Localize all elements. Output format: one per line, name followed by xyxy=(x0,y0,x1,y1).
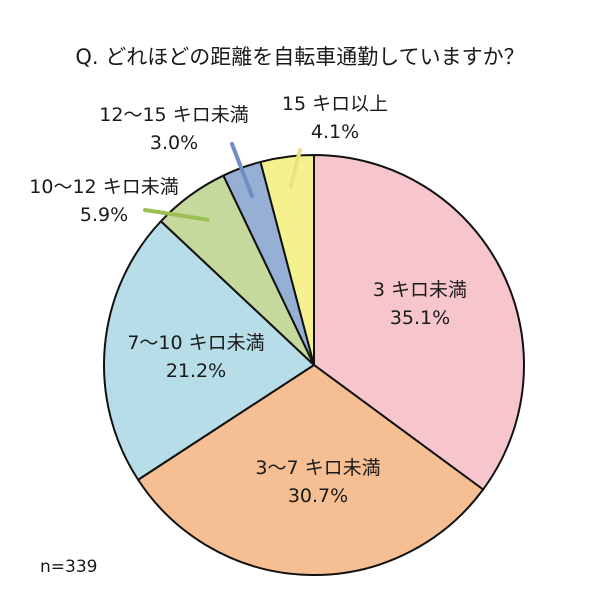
slice-category-label: 3〜7 キロ未満 xyxy=(255,457,380,479)
slice-value-label: 4.1% xyxy=(311,121,359,143)
slice-value-label: 3.0% xyxy=(150,132,198,154)
leader-lines xyxy=(143,142,302,222)
slice-value-label: 21.2% xyxy=(166,360,226,382)
slice-category-label: 12〜15 キロ未満 xyxy=(99,104,248,126)
leader-line xyxy=(230,142,254,198)
slice-labels: 3 キロ未満 35.1% 3〜7 キロ未満 30.7% 7〜10 キロ未満 21.2% 10… xyxy=(29,93,467,507)
chart-title: Q. どれほどの距離を自転車通勤していますか？ xyxy=(75,45,524,69)
slice-value-label: 35.1% xyxy=(390,307,450,329)
slice-category-label: 15 キロ以上 xyxy=(282,93,388,115)
pie-slice xyxy=(103,220,315,481)
slice-value-label: 30.7% xyxy=(288,485,348,507)
pie-slices xyxy=(103,154,525,576)
pie-slice xyxy=(259,154,315,366)
pie-slice xyxy=(137,364,485,576)
sample-size-note: n=339 xyxy=(40,557,97,577)
leader-line xyxy=(143,208,210,222)
leader-line xyxy=(288,148,302,189)
slice-category-label: 3 キロ未満 xyxy=(373,279,467,301)
slice-value-label: 5.9% xyxy=(80,204,128,226)
slice-category-label: 10〜12 キロ未満 xyxy=(29,176,178,198)
pie-slice xyxy=(313,154,525,491)
slice-category-label: 7〜10 キロ未満 xyxy=(127,332,264,354)
